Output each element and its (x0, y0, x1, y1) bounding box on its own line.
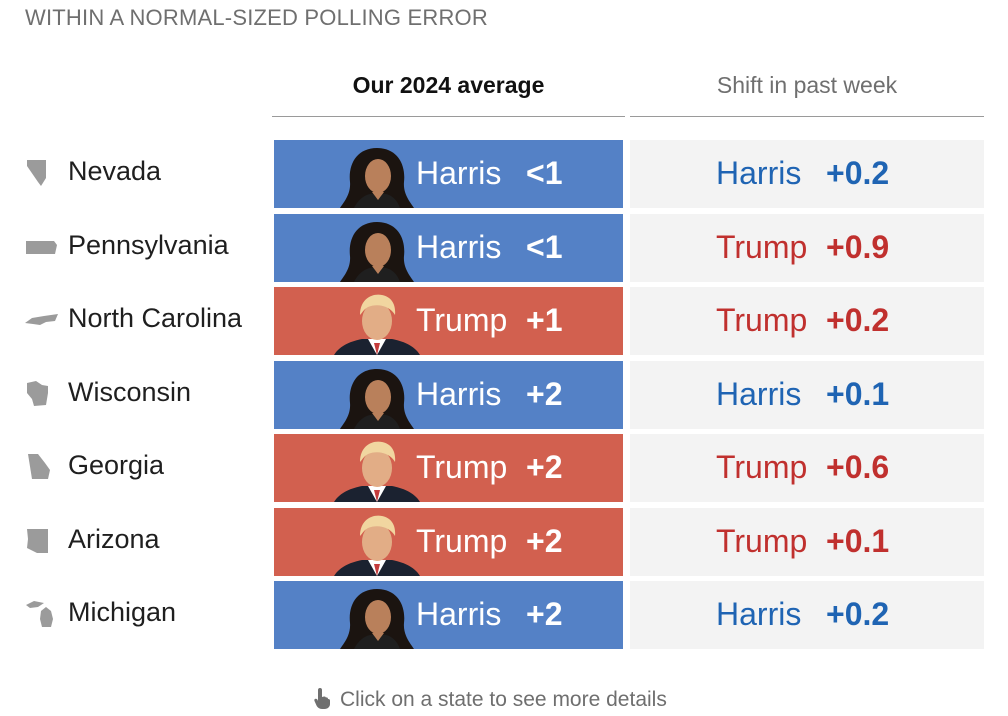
average-cell: Trump +1 (274, 287, 623, 355)
trump-portrait-icon (334, 436, 420, 502)
harris-portrait-icon (334, 363, 420, 429)
shift-value: +0.2 (826, 155, 890, 191)
shift-column-header: Shift in past week (630, 70, 984, 117)
average-leader: Trump (416, 449, 508, 485)
average-cell: Trump +2 (274, 507, 623, 576)
average-cell: Trump +2 (274, 434, 623, 502)
shift-cell: Harris +0.2 (630, 581, 984, 649)
arizona-icon (24, 526, 60, 556)
shift-leader: Trump (716, 302, 808, 338)
average-leader: Harris (416, 596, 502, 632)
shift-value: +0.1 (826, 375, 890, 412)
shift-leader: Harris (716, 155, 802, 191)
harris-portrait-icon (334, 216, 420, 282)
average-margin: +1 (526, 302, 563, 338)
average-leader: Trump (416, 302, 508, 338)
state-name: Wisconsin (68, 376, 192, 407)
state-row-nevada[interactable]: Nevada Harris <1 Harris +0.2 (0, 140, 1008, 208)
click-hint: Click on a state to see more details (312, 686, 667, 712)
shift-value: +0.9 (826, 228, 890, 265)
shift-value: +0.2 (826, 302, 890, 338)
state-row-arizona[interactable]: Arizona Trump +2 Trump +0.1 (0, 507, 1008, 576)
nevada-icon (24, 158, 60, 188)
harris-portrait-icon (334, 583, 420, 649)
average-margin: <1 (526, 155, 563, 191)
average-cell: Harris +2 (274, 581, 623, 649)
shift-leader: Harris (716, 596, 802, 632)
state-name: Nevada (68, 156, 162, 186)
shift-leader: Trump (716, 522, 808, 559)
state-name: Michigan (68, 597, 177, 627)
state-row-michigan[interactable]: Michigan Harris +2 Harris +0.2 (0, 581, 1008, 649)
pointing-hand-icon (312, 686, 334, 710)
pennsylvania-icon (24, 232, 60, 262)
average-margin: +2 (526, 449, 563, 485)
average-cell: Harris <1 (274, 140, 623, 208)
shift-cell: Harris +0.1 (630, 360, 984, 429)
shift-value: +0.2 (826, 596, 890, 632)
trump-portrait-icon (334, 510, 420, 576)
north-carolina-icon (24, 305, 60, 335)
average-margin: <1 (526, 228, 563, 265)
shift-leader: Harris (716, 375, 802, 412)
georgia-icon (24, 452, 60, 482)
michigan-icon (24, 599, 60, 629)
trump-portrait-icon (334, 289, 420, 355)
shift-cell: Trump +0.1 (630, 507, 984, 576)
shift-value: +0.1 (826, 522, 890, 559)
click-hint-text: Click on a state to see more details (340, 688, 667, 711)
average-leader: Harris (416, 155, 502, 191)
shift-leader: Trump (716, 449, 808, 485)
average-margin: +2 (526, 375, 563, 412)
shift-value: +0.6 (826, 449, 890, 485)
average-column-header: Our 2024 average (272, 70, 625, 117)
state-name: North Carolina (68, 303, 243, 333)
average-leader: Trump (416, 522, 508, 559)
average-leader: Harris (416, 375, 502, 412)
state-row-georgia[interactable]: Georgia Trump +2 Trump +0.6 (0, 434, 1008, 502)
shift-leader: Trump (716, 228, 808, 265)
shift-cell: Trump +0.2 (630, 287, 984, 355)
wisconsin-icon (24, 379, 60, 409)
section-kicker: WITHIN A NORMAL-SIZED POLLING ERROR (25, 5, 488, 30)
state-row-north-carolina[interactable]: North Carolina Trump +1 Trump +0.2 (0, 287, 1008, 355)
average-cell: Harris <1 (274, 213, 623, 282)
shift-cell: Trump +0.6 (630, 434, 984, 502)
shift-cell: Harris +0.2 (630, 140, 984, 208)
harris-portrait-icon (334, 142, 420, 208)
state-row-pennsylvania[interactable]: Pennsylvania Harris <1 Trump +0.9 (0, 213, 1008, 282)
state-table: Nevada Harris <1 Harris +0.2 Pennsylvani… (0, 140, 1008, 655)
average-margin: +2 (526, 522, 563, 559)
average-margin: +2 (526, 596, 563, 632)
state-name: Arizona (68, 523, 160, 554)
average-cell: Harris +2 (274, 360, 623, 429)
state-name: Pennsylvania (68, 229, 229, 260)
shift-cell: Trump +0.9 (630, 213, 984, 282)
average-leader: Harris (416, 228, 502, 265)
state-row-wisconsin[interactable]: Wisconsin Harris +2 Harris +0.1 (0, 360, 1008, 429)
state-name: Georgia (68, 450, 165, 480)
